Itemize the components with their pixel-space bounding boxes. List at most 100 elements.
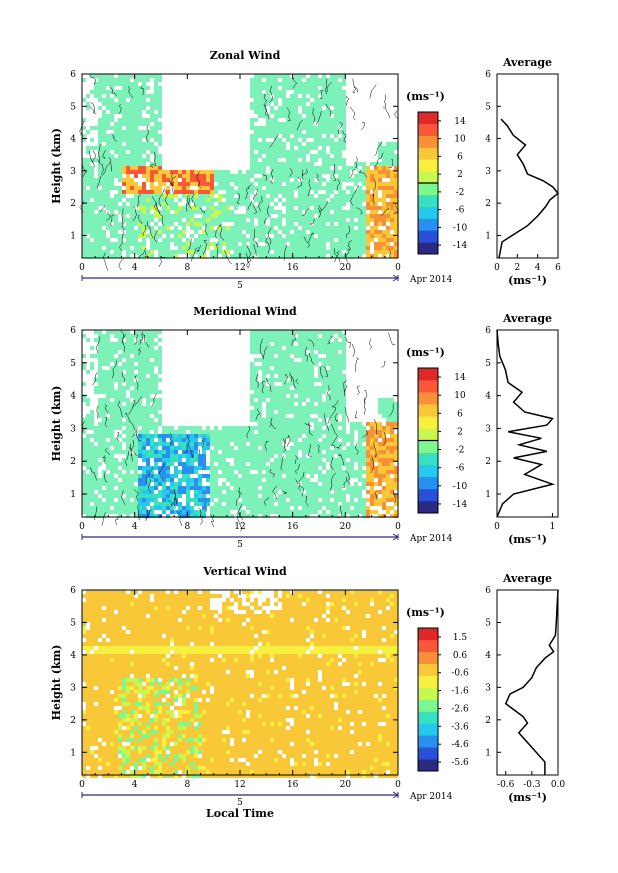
heatmap-cell: [130, 378, 134, 382]
heatmap-cell: [142, 362, 146, 366]
heatmap-cell: [214, 434, 218, 438]
heatmap-cell: [274, 466, 278, 470]
heatmap-cell: [270, 486, 274, 490]
heatmap-cell: [362, 250, 366, 254]
heatmap-cell: [82, 442, 86, 446]
heatmap-cell: [226, 170, 230, 174]
heatmap-cell: [306, 430, 310, 434]
heatmap-cell: [258, 470, 262, 474]
heatmap-cell: [226, 234, 230, 238]
contour-line: [252, 244, 257, 257]
heatmap-cell: [118, 142, 122, 146]
heatmap-cell: [374, 458, 378, 462]
heatmap-cell: [86, 442, 90, 446]
heatmap-cell: [390, 206, 394, 210]
heatmap-cell: [142, 90, 146, 94]
heatmap-cell: [86, 498, 90, 502]
heatmap-cell: [206, 490, 210, 494]
heatmap-cell: [298, 98, 302, 102]
heatmap-cell: [190, 454, 194, 458]
heatmap-cell: [210, 210, 214, 214]
heatmap-cell: [158, 414, 162, 418]
heatmap-cell: [330, 186, 334, 190]
heatmap-cell: [242, 494, 246, 498]
heatmap-cell: [190, 486, 194, 490]
heatmap-cell: [306, 334, 310, 338]
heatmap-cell: [210, 482, 214, 486]
heatmap-cell: [310, 178, 314, 182]
heatmap-cell: [210, 458, 214, 462]
heatmap-cell: [254, 434, 258, 438]
heatmap-cell: [198, 462, 202, 466]
heatmap-cell: [118, 226, 122, 230]
heatmap-cell: [334, 74, 338, 78]
heatmap-cell: [186, 506, 190, 510]
heatmap-cell: [94, 450, 98, 454]
heatmap-cell: [118, 186, 122, 190]
heatmap-cell: [350, 222, 354, 226]
heatmap-cell: [306, 458, 310, 462]
heatmap-cell: [314, 334, 318, 338]
heatmap-cell: [194, 430, 198, 434]
heatmap-cell: [258, 74, 262, 78]
heatmap-cell: [274, 126, 278, 130]
heatmap-cell: [338, 370, 342, 374]
heatmap-cell: [330, 502, 334, 506]
heatmap-cell: [178, 478, 182, 482]
heatmap-cell: [246, 254, 250, 258]
heatmap-cell: [310, 454, 314, 458]
heatmap-cell: [366, 202, 370, 206]
heatmap-cell: [226, 470, 230, 474]
heatmap-cell: [310, 402, 314, 406]
heatmap-cell: [386, 186, 390, 190]
heatmap-cell: [126, 94, 130, 98]
heatmap-cell: [122, 362, 126, 366]
heatmap-cell: [174, 454, 178, 458]
heatmap-cell: [138, 230, 142, 234]
heatmap-cell: [258, 442, 262, 446]
heatmap-cell: [306, 122, 310, 126]
heatmap-cell: [106, 346, 110, 350]
heatmap-cell: [86, 426, 90, 430]
heatmap-cell: [254, 94, 258, 98]
heatmap-cell: [134, 186, 138, 190]
heatmap-cell: [314, 202, 318, 206]
heatmap-cell: [242, 514, 246, 518]
heatmap-cell: [234, 218, 238, 222]
heatmap-cell: [290, 138, 294, 142]
heatmap-cell: [130, 206, 134, 210]
heatmap-cell: [270, 158, 274, 162]
heatmap-cell: [114, 234, 118, 238]
heatmap-cell: [330, 342, 334, 346]
heatmap-cell: [150, 514, 154, 518]
heatmap-cell: [262, 94, 266, 98]
heatmap-cell: [274, 222, 278, 226]
heatmap-cell: [366, 214, 370, 218]
heatmap-cell: [198, 510, 202, 514]
heatmap-cell: [170, 206, 174, 210]
heatmap-cell: [242, 238, 246, 242]
heatmap-cell: [378, 150, 382, 154]
heatmap-cell: [342, 146, 346, 150]
heatmap-cell: [134, 138, 138, 142]
heatmap-cell: [310, 438, 314, 442]
heatmap-cell: [206, 498, 210, 502]
heatmap-cell: [330, 410, 334, 414]
heatmap-cell: [286, 398, 290, 402]
colorbar-tick-label: -14: [453, 241, 468, 251]
heatmap-cell: [302, 458, 306, 462]
heatmap-cell: [318, 202, 322, 206]
heatmap-cell: [278, 478, 282, 482]
heatmap-cell: [166, 458, 170, 462]
heatmap-cell: [294, 438, 298, 442]
heatmap-cell: [286, 138, 290, 142]
heatmap-cell: [310, 146, 314, 150]
heatmap-cell: [310, 510, 314, 514]
heatmap-cell: [362, 242, 366, 246]
heatmap-cell: [302, 254, 306, 258]
heatmap-cell: [146, 494, 150, 498]
heatmap-cell: [82, 162, 86, 166]
heatmap-cell: [346, 194, 350, 198]
heatmap-cell: [270, 122, 274, 126]
heatmap-cell: [118, 482, 122, 486]
